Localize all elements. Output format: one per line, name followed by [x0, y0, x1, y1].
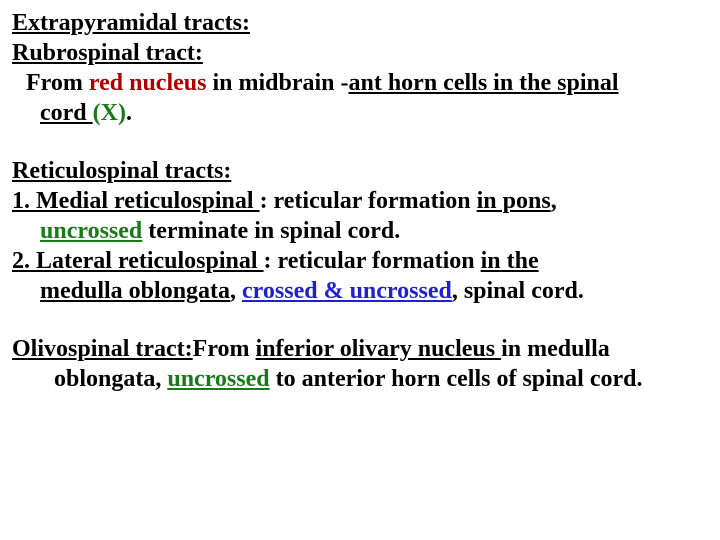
in-pons-text: in pons — [477, 188, 551, 214]
olivospinal-block: Olivospinal tract:From inferior olivary … — [12, 334, 708, 394]
comma: , — [230, 278, 242, 304]
crossed-uncrossed-text: crossed & uncrossed — [242, 278, 452, 304]
text: oblongata, — [54, 366, 167, 392]
text: terminate in spinal cord. — [142, 218, 400, 244]
red-nucleus-text: red nucleus — [89, 70, 213, 96]
lateral-line1: 2. Lateral reticulospinal : reticular fo… — [12, 246, 708, 276]
in-the-text: in the — [481, 248, 539, 274]
text: to anterior horn cells of spinal cord. — [270, 366, 643, 392]
rubrospinal-line2: cord (X). — [12, 98, 708, 128]
medial-line2: uncrossed terminate in spinal cord. — [12, 216, 708, 246]
rubrospinal-line1: From red nucleus in midbrain -ant horn c… — [12, 68, 708, 98]
period: . — [126, 100, 132, 126]
x-marker: (X) — [93, 100, 126, 126]
medulla-text: medulla oblongata — [40, 278, 230, 304]
extrapyramidal-block: Extrapyramidal tracts: Rubrospinal tract… — [12, 8, 708, 128]
lateral-label: 2. Lateral reticulospinal — [12, 248, 264, 274]
text: in medulla — [501, 336, 610, 362]
comma: , — [551, 188, 557, 214]
heading-extrapyramidal: Extrapyramidal tracts: — [12, 8, 708, 38]
olivospinal-label: Olivospinal tract: — [12, 336, 193, 362]
text: From — [193, 336, 256, 362]
text: : reticular formation — [264, 248, 481, 274]
text: From — [26, 70, 89, 96]
heading-reticulospinal: Reticulospinal tracts: — [12, 156, 708, 186]
ant-horn-text: ant horn cells in the spinal — [348, 70, 618, 96]
medial-line1: 1. Medial reticulospinal : reticular for… — [12, 186, 708, 216]
inferior-olivary-text: inferior olivary nucleus — [256, 336, 502, 362]
medial-label: 1. Medial reticulospinal — [12, 188, 260, 214]
uncrossed-text: uncrossed — [167, 366, 269, 392]
text: : reticular formation — [260, 188, 477, 214]
text: in midbrain - — [212, 70, 348, 96]
text: , spinal cord. — [452, 278, 584, 304]
heading-rubrospinal: Rubrospinal tract: — [12, 38, 708, 68]
uncrossed-text: uncrossed — [40, 218, 142, 244]
reticulospinal-block: Reticulospinal tracts: 1. Medial reticul… — [12, 156, 708, 306]
olivospinal-line1: Olivospinal tract:From inferior olivary … — [12, 334, 708, 364]
olivospinal-line2: oblongata, uncrossed to anterior horn ce… — [12, 364, 708, 394]
lateral-line2: medulla oblongata, crossed & uncrossed, … — [12, 276, 708, 306]
cord-text: cord — [40, 100, 93, 126]
